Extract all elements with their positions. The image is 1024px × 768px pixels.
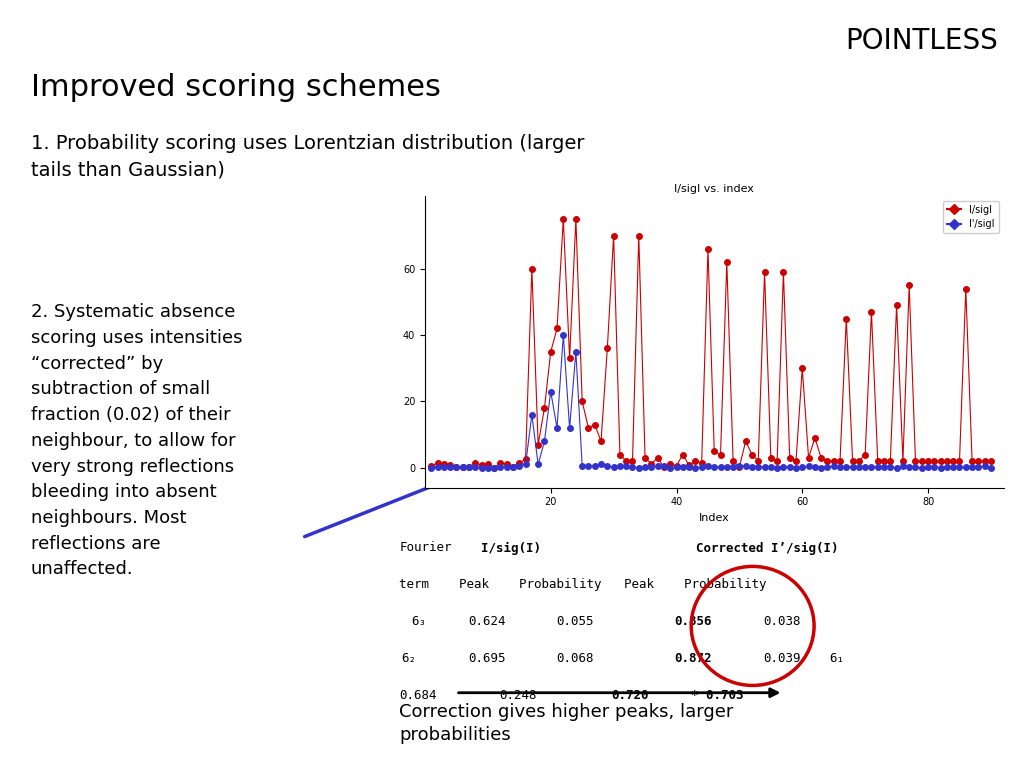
- Text: I/sig(I): I/sig(I): [481, 541, 542, 554]
- Text: 0.856: 0.856: [674, 615, 712, 628]
- Text: 0.068: 0.068: [556, 652, 594, 665]
- Text: 6₃: 6₃: [412, 615, 427, 628]
- Title: I/sigI vs. index: I/sigI vs. index: [674, 184, 755, 194]
- Text: Corrected I’/sig(I): Corrected I’/sig(I): [696, 541, 839, 554]
- Text: 0.695: 0.695: [468, 652, 506, 665]
- Text: 0.720: 0.720: [611, 689, 649, 702]
- X-axis label: Index: Index: [698, 513, 730, 523]
- Text: 2. Systematic absence
scoring uses intensities
“corrected” by
subtraction of sma: 2. Systematic absence scoring uses inten…: [31, 303, 243, 578]
- Text: 0.872: 0.872: [674, 652, 712, 665]
- Text: Fourier: Fourier: [399, 541, 452, 554]
- Text: * 0.703: * 0.703: [691, 689, 743, 702]
- Text: 0.684: 0.684: [399, 689, 437, 702]
- Text: 0.624: 0.624: [468, 615, 506, 628]
- Text: 0.055: 0.055: [556, 615, 594, 628]
- Text: 0.038: 0.038: [763, 615, 801, 628]
- Legend: I/sigI, I'/sigI: I/sigI, I'/sigI: [943, 200, 998, 233]
- Text: 6₂: 6₂: [401, 652, 417, 665]
- Text: 0.248: 0.248: [500, 689, 538, 702]
- Text: 6₁: 6₁: [829, 652, 845, 665]
- Text: Improved scoring schemes: Improved scoring schemes: [31, 73, 440, 102]
- Text: 0.039: 0.039: [763, 652, 801, 665]
- Text: Correction gives higher peaks, larger
probabilities: Correction gives higher peaks, larger pr…: [399, 703, 734, 744]
- Text: term    Peak    Probability   Peak    Probability: term Peak Probability Peak Probability: [399, 578, 767, 591]
- Text: 1. Probability scoring uses Lorentzian distribution (larger
tails than Gaussian): 1. Probability scoring uses Lorentzian d…: [31, 134, 585, 180]
- Text: POINTLESS: POINTLESS: [846, 27, 998, 55]
